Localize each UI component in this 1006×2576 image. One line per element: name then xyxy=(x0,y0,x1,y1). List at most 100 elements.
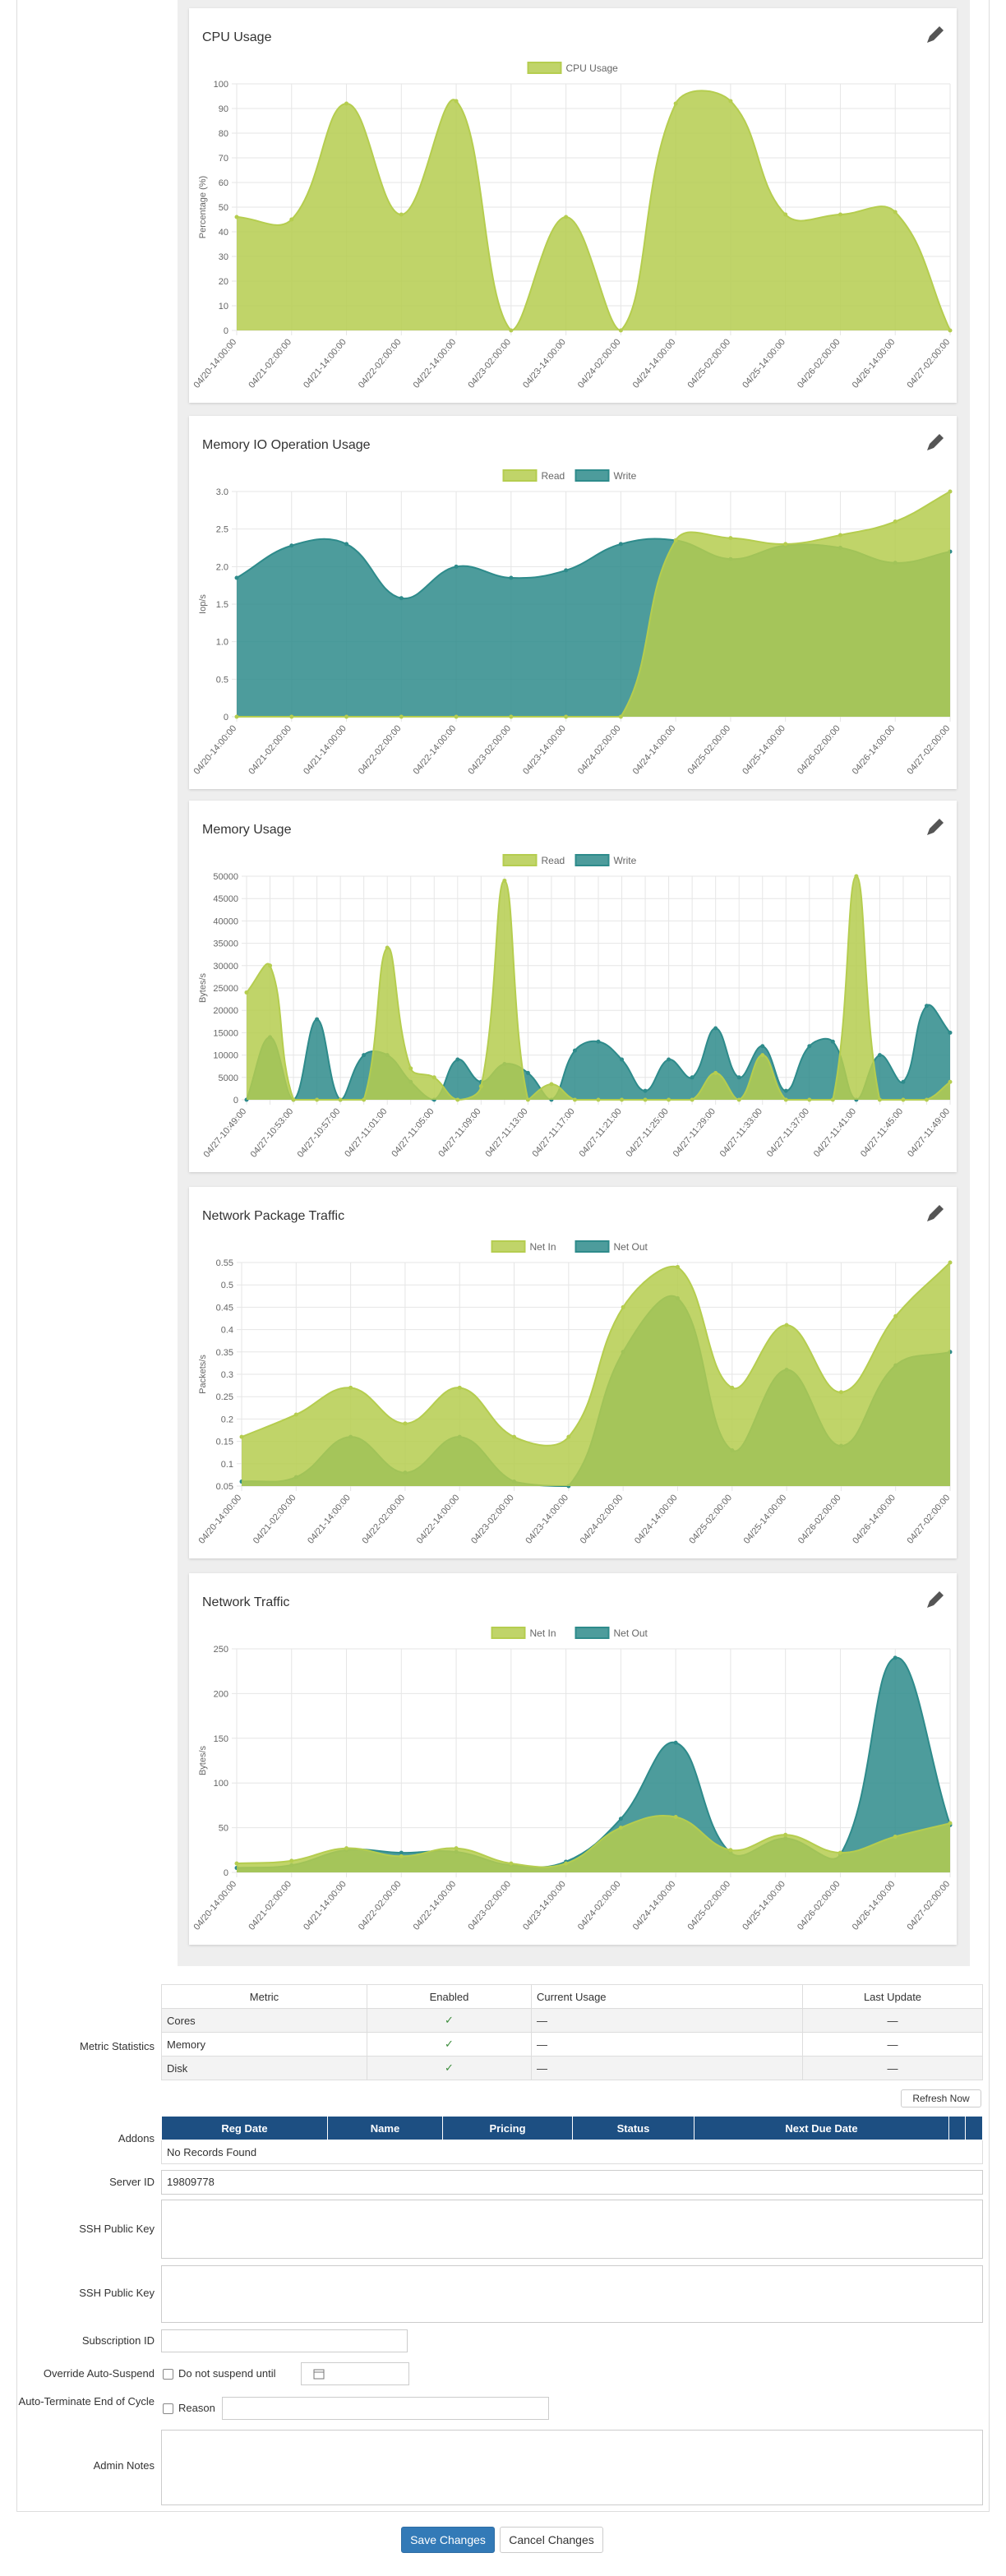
point xyxy=(344,101,349,106)
refresh-button[interactable]: Refresh Now xyxy=(901,2089,981,2107)
x-tick-label: 04/26-14:00:00 xyxy=(851,723,898,776)
admin-notes-textarea[interactable] xyxy=(161,2430,983,2505)
point xyxy=(713,1026,718,1031)
x-tick-label: 04/25-02:00:00 xyxy=(685,337,732,390)
point xyxy=(315,1097,320,1102)
point xyxy=(234,714,239,719)
point xyxy=(877,1097,882,1102)
server-id-input[interactable]: 19809778 xyxy=(161,2170,983,2195)
y-tick-label: 35000 xyxy=(213,939,238,949)
y-tick-label: 0.5 xyxy=(216,675,228,685)
point xyxy=(807,1044,812,1049)
x-tick-label: 04/23-02:00:00 xyxy=(469,1493,516,1545)
date-input[interactable] xyxy=(301,2362,409,2385)
edit-icon[interactable] xyxy=(927,434,944,450)
subscription-id-input[interactable] xyxy=(161,2329,408,2352)
chart: Network Package Traffic Net In Net Out 0.05… xyxy=(197,1205,953,1546)
y-tick-label: 1.0 xyxy=(216,638,228,648)
point xyxy=(399,1854,404,1858)
edit-icon[interactable] xyxy=(927,26,944,43)
legend-label: CPU Usage xyxy=(566,62,619,74)
y-tick-label: 0.05 xyxy=(216,1482,233,1492)
cell: — xyxy=(531,2008,803,2033)
x-tick-label: 04/23-02:00:00 xyxy=(466,1879,513,1932)
y-tick-label: 100 xyxy=(214,1779,228,1789)
chart-title: Network Package Traffic xyxy=(202,1209,344,1223)
y-tick-label: 45000 xyxy=(213,894,238,904)
point xyxy=(736,1097,741,1102)
point xyxy=(431,1075,436,1080)
x-tick-label: 04/25-14:00:00 xyxy=(741,337,787,390)
point xyxy=(730,1385,735,1390)
x-tick-label: 04/24-02:00:00 xyxy=(576,1879,623,1932)
line xyxy=(236,1814,951,1868)
point xyxy=(348,1385,353,1390)
chart: Memory IO Operation Usage Read Write 0 0.5 1.… xyxy=(192,434,953,777)
point xyxy=(338,1097,343,1102)
checkbox[interactable] xyxy=(163,2369,173,2380)
cell: — xyxy=(531,2056,803,2080)
point xyxy=(620,1097,625,1102)
y-axis-label: Bytes/s xyxy=(198,1745,208,1775)
point xyxy=(948,489,953,494)
y-tick-label: 0.55 xyxy=(216,1258,233,1268)
y-axis-label: Packets/s xyxy=(198,1355,208,1394)
point xyxy=(713,1070,718,1075)
edit-icon[interactable] xyxy=(927,819,944,835)
cell: ✓ xyxy=(367,2008,532,2033)
point xyxy=(234,1861,239,1866)
point xyxy=(618,1817,623,1821)
point xyxy=(760,1044,765,1049)
point xyxy=(385,945,390,950)
point xyxy=(893,1655,898,1660)
cancel-button[interactable]: Cancel Changes xyxy=(500,2527,603,2553)
point xyxy=(838,1850,842,1855)
legend-swatch xyxy=(575,854,610,866)
y-tick-label: 0 xyxy=(224,1868,228,1878)
legend-label: Write xyxy=(614,470,637,482)
point xyxy=(289,1858,294,1863)
checkbox[interactable] xyxy=(163,2403,173,2415)
area xyxy=(237,1657,950,1872)
area xyxy=(242,1263,950,1486)
y-tick-label: 40 xyxy=(219,228,228,238)
point xyxy=(783,212,788,217)
ssh-key-textarea[interactable] xyxy=(161,2200,983,2259)
field-label: SSH Public Key xyxy=(79,2223,155,2235)
reason-option[interactable]: Reason xyxy=(163,2402,215,2415)
x-tick-label: 04/26-02:00:00 xyxy=(796,1493,843,1545)
point xyxy=(783,1088,788,1093)
y-tick-label: 50000 xyxy=(213,872,238,882)
point xyxy=(457,1385,462,1390)
reason-input[interactable] xyxy=(222,2397,549,2420)
point xyxy=(838,533,842,538)
suspend-option[interactable]: Do not suspend until xyxy=(163,2367,276,2380)
x-tick-label: 04/23-02:00:00 xyxy=(466,337,513,390)
ssh-key-textarea[interactable] xyxy=(161,2265,983,2323)
cell: Disk xyxy=(161,2056,367,2080)
x-tick-label: 04/27-11:45:00 xyxy=(859,1106,905,1159)
point xyxy=(564,215,569,219)
chart-title: CPU Usage xyxy=(202,30,272,44)
legend-swatch xyxy=(491,1240,526,1253)
y-tick-label: 15000 xyxy=(213,1028,238,1038)
point xyxy=(549,1082,554,1087)
point xyxy=(620,1057,625,1062)
x-tick-label: 04/21-02:00:00 xyxy=(247,337,293,390)
x-tick-label: 04/27-10:53:00 xyxy=(249,1106,296,1159)
y-tick-label: 60 xyxy=(219,178,228,188)
chart: Network Traffic Net In Net Out 0 50 100 150 200… xyxy=(192,1591,953,1932)
x-tick-label: 04/22-14:00:00 xyxy=(412,1879,459,1932)
refresh-label: Refresh Now xyxy=(912,2093,970,2104)
x-tick-label: 04/26-02:00:00 xyxy=(796,1879,842,1932)
x-tick-label: 04/21-02:00:00 xyxy=(247,723,293,776)
edit-icon[interactable] xyxy=(927,1591,944,1608)
x-tick-label: 04/27-11:21:00 xyxy=(578,1106,624,1159)
point xyxy=(564,714,569,719)
edit-icon[interactable] xyxy=(927,1205,944,1221)
save-button[interactable]: Save Changes xyxy=(401,2527,495,2553)
x-tick-label: 04/22-02:00:00 xyxy=(357,337,404,390)
x-tick-label: 04/27-11:05:00 xyxy=(390,1106,436,1159)
y-tick-label: 200 xyxy=(214,1689,228,1699)
